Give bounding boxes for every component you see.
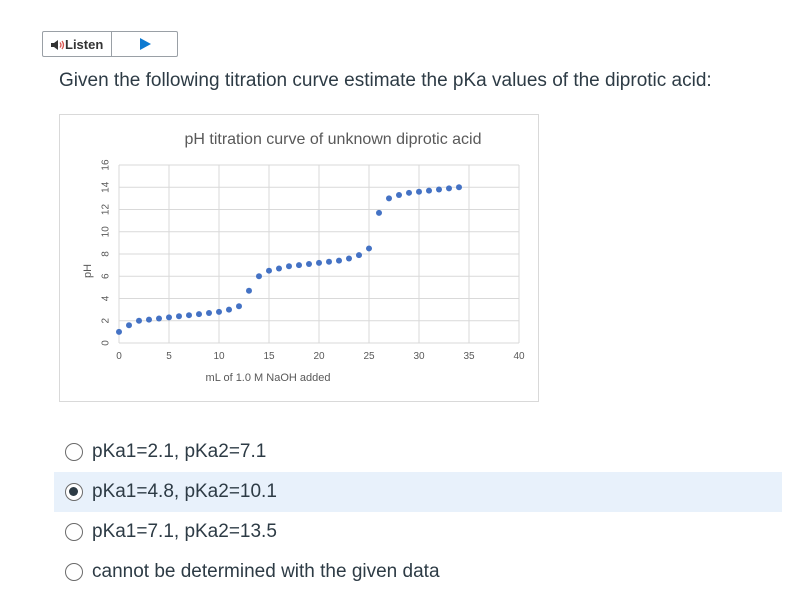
x-tick-label: 20 [313, 351, 325, 362]
x-tick-label: 5 [166, 351, 172, 362]
y-tick-label: 10 [101, 226, 112, 238]
chart-title: pH titration curve of unknown diprotic a… [184, 131, 481, 148]
answer-options: pKa1=2.1, pKa2=7.1 pKa1=4.8, pKa2=10.1 p… [54, 432, 782, 592]
x-tick-label: 40 [513, 351, 525, 362]
data-point [156, 315, 162, 322]
x-axis-label: mL of 1.0 M NaOH added [206, 372, 331, 384]
option-label: pKa1=7.1, pKa2=13.5 [92, 521, 277, 542]
data-point [136, 317, 142, 324]
option-label: pKa1=4.8, pKa2=10.1 [92, 481, 277, 502]
answer-option-2[interactable]: pKa1=4.8, pKa2=10.1 [54, 472, 782, 512]
y-tick-label: 0 [101, 340, 112, 346]
x-tick-label: 15 [263, 351, 275, 362]
data-point [416, 188, 422, 195]
radio-button[interactable] [65, 563, 83, 581]
answer-option-1[interactable]: pKa1=2.1, pKa2=7.1 [54, 432, 782, 472]
play-button[interactable] [112, 32, 177, 56]
data-point [396, 192, 402, 199]
radio-button[interactable] [65, 443, 83, 461]
data-point [126, 322, 132, 329]
option-label: pKa1=2.1, pKa2=7.1 [92, 441, 267, 462]
listen-label: Listen [65, 36, 104, 52]
x-tick-label: 25 [363, 351, 375, 362]
y-tick-label: 4 [101, 295, 112, 301]
data-point [166, 314, 172, 321]
play-icon [139, 38, 151, 50]
answer-option-4[interactable]: cannot be determined with the given data [54, 552, 782, 592]
data-point [446, 185, 452, 192]
x-tick-label: 10 [213, 351, 225, 362]
y-tick-label: 8 [101, 251, 112, 257]
data-point [366, 245, 372, 252]
data-point [146, 316, 152, 323]
y-tick-label: 6 [101, 273, 112, 279]
x-tick-label: 30 [413, 351, 425, 362]
data-point [266, 267, 272, 274]
data-point [226, 306, 232, 313]
data-point [346, 255, 352, 262]
data-point [176, 313, 182, 320]
chart-svg: pH titration curve of unknown diprotic a… [82, 131, 525, 384]
data-point [326, 258, 332, 265]
y-tick-label: 16 [101, 159, 112, 171]
y-tick-label: 12 [101, 204, 112, 216]
data-point [296, 262, 302, 269]
data-point [276, 265, 282, 272]
data-point [306, 261, 312, 268]
y-axis-label: pH [82, 264, 94, 278]
x-tick-label: 35 [463, 351, 475, 362]
data-point [186, 312, 192, 319]
data-point [336, 257, 342, 264]
listen-widget: Listen [42, 31, 178, 57]
radio-button[interactable] [65, 483, 83, 501]
data-point [406, 189, 412, 196]
listen-button[interactable]: Listen [43, 32, 113, 56]
answer-option-3[interactable]: pKa1=7.1, pKa2=13.5 [54, 512, 782, 552]
data-point [216, 308, 222, 315]
option-label: cannot be determined with the given data [92, 561, 440, 582]
data-point [316, 259, 322, 266]
y-tick-label: 2 [101, 318, 112, 324]
data-point [386, 195, 392, 202]
data-point [286, 263, 292, 270]
y-tick-label: 14 [101, 181, 112, 193]
data-point [456, 184, 462, 191]
data-point [206, 309, 212, 316]
data-point [376, 209, 382, 216]
data-point [356, 252, 362, 259]
data-point [436, 186, 442, 193]
question-text: Given the following titration curve esti… [59, 70, 712, 91]
data-point [236, 303, 242, 310]
data-point [116, 328, 122, 335]
data-point [426, 187, 432, 194]
radio-button[interactable] [65, 523, 83, 541]
x-tick-label: 0 [116, 351, 122, 362]
data-point [196, 311, 202, 318]
titration-chart: pH titration curve of unknown diprotic a… [59, 114, 539, 402]
data-point [256, 273, 262, 280]
data-point [246, 287, 252, 294]
speaker-icon [51, 40, 65, 50]
